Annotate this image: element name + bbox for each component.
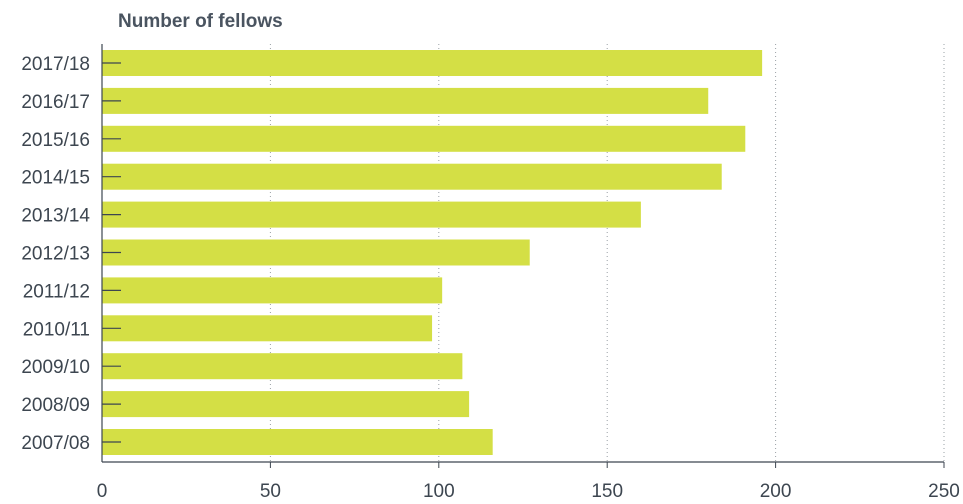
x-tick-label: 250 <box>928 481 960 502</box>
y-tick-label: 2016/17 <box>21 92 90 113</box>
y-tick-label: 2017/18 <box>21 54 90 75</box>
bar <box>102 429 493 455</box>
x-tick-label: 100 <box>423 481 455 502</box>
bar <box>102 50 763 76</box>
y-tick-label: 2008/09 <box>21 395 90 416</box>
bar <box>102 163 722 190</box>
y-axis: 2017/18 2016/17 2015/16 2014/15 2013/14 2012/… <box>21 44 121 462</box>
x-axis: 0 50 100 150 200 250 <box>97 461 960 502</box>
y-tick-label: 2011/12 <box>23 281 90 302</box>
y-tick-label: 2009/10 <box>21 357 90 378</box>
bar <box>102 277 443 304</box>
x-tick-label: 200 <box>760 481 792 502</box>
y-tick-label: 2013/14 <box>21 206 90 227</box>
y-tick-label: 2010/11 <box>23 319 90 340</box>
bar <box>102 315 433 342</box>
bar <box>102 201 641 228</box>
y-tick-label: 2014/15 <box>21 168 90 189</box>
chart-title: Number of fellows <box>118 11 283 32</box>
y-tick-label: 2012/13 <box>21 244 90 265</box>
bars <box>102 50 763 455</box>
bar <box>102 125 746 152</box>
x-tick-label: 0 <box>97 481 108 502</box>
y-tick-label: 2007/08 <box>21 433 90 454</box>
bar <box>102 239 530 266</box>
bar <box>102 87 709 114</box>
x-tick-label: 150 <box>591 481 623 502</box>
x-tick-label: 50 <box>260 481 281 502</box>
bar <box>102 353 463 380</box>
bar <box>102 391 470 418</box>
y-tick-label: 2015/16 <box>21 130 90 151</box>
